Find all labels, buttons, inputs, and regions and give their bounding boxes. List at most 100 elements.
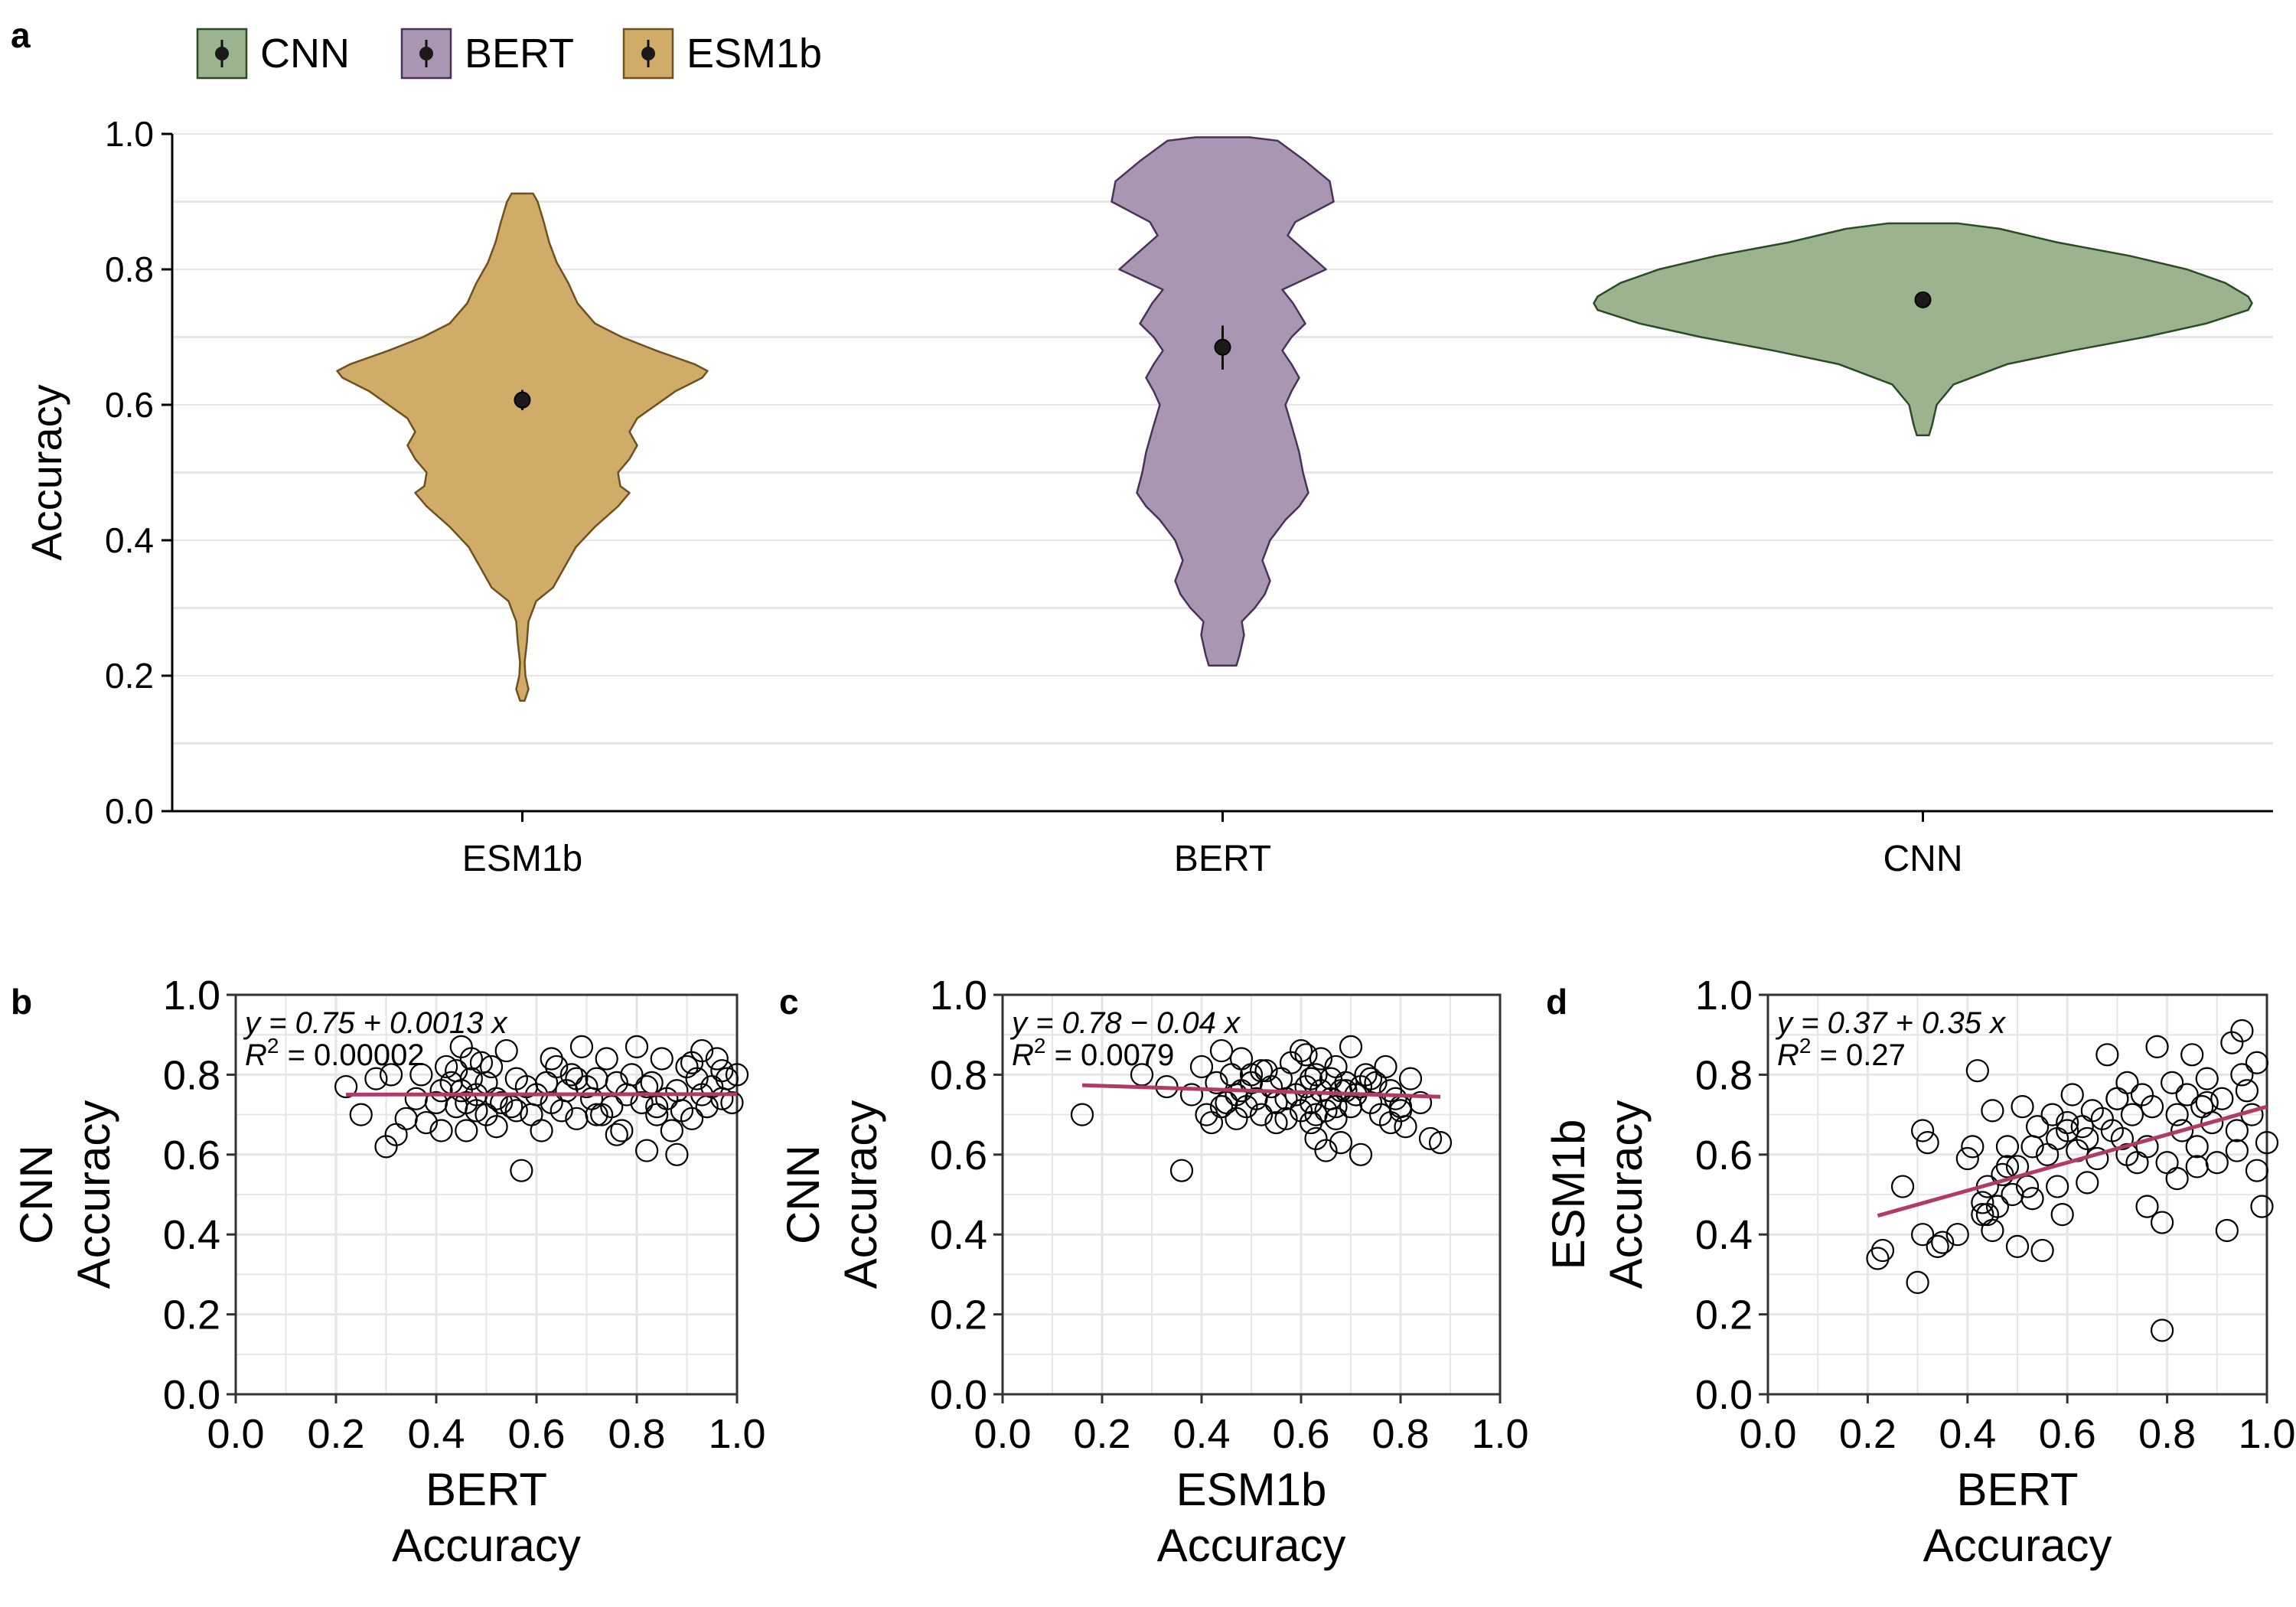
data-point	[1249, 1103, 1274, 1126]
r-squared-label: R2 = 0.0079	[1012, 1034, 1174, 1072]
data-point	[2030, 1238, 2054, 1263]
panel-label-b: b	[11, 982, 32, 1022]
data-point	[710, 1059, 734, 1083]
data-point	[2225, 1119, 2249, 1143]
data-point	[1965, 1059, 1989, 1083]
data-point	[2040, 1103, 2064, 1126]
data-point	[2245, 1051, 2269, 1074]
data-point	[680, 1107, 704, 1130]
data-point	[1254, 1059, 1278, 1083]
r-squared-label: R2 = 0.00002	[245, 1034, 425, 1072]
data-point	[1189, 1054, 1214, 1079]
y-tick-label: 0.2	[930, 1292, 987, 1338]
data-point	[2046, 1175, 2069, 1198]
scatter-chart-bert-vs-esm1b: 0.0 0.2 0.4 0.6 0.8 1.0 0.0 0.2 0.4 0.6 0.8 1.0 BERT…	[1543, 973, 2296, 1571]
data-point	[1428, 1131, 1453, 1155]
data-point	[720, 1090, 744, 1115]
y-axis-title: Accuracy	[22, 384, 70, 560]
mean-point-esm1b	[514, 391, 531, 409]
data-point	[2105, 1087, 2129, 1110]
y-axis-title: ESM1b	[1543, 1120, 1594, 1270]
x-tick-label: 0.0	[974, 1411, 1031, 1457]
data-point	[1926, 1234, 1949, 1258]
y-tick-label: 0.4	[163, 1212, 220, 1258]
x-tick-label: 0.0	[207, 1411, 264, 1457]
data-point	[1866, 1247, 1890, 1270]
x-tick-label: 0.4	[1172, 1411, 1230, 1457]
regression-line	[1877, 1104, 2268, 1218]
data-point	[1229, 1047, 1254, 1071]
regression-equation: y = 0.78 − 0.04 x	[1009, 1006, 1241, 1040]
data-point	[1289, 1038, 1313, 1063]
legend-label-bert: BERT	[465, 31, 574, 77]
data-point	[2180, 1043, 2204, 1067]
data-point	[2060, 1083, 2084, 1107]
x-tick-label: 0.8	[1371, 1411, 1429, 1457]
violin-chart: 0.0 0.2 0.4 0.6 0.8 1.0 ESM1b BERT CNN Accuracy CN…	[22, 28, 2273, 879]
data-point	[349, 1103, 373, 1126]
data-point	[484, 1115, 508, 1139]
panel-label-c: c	[779, 982, 799, 1022]
data-point	[1981, 1218, 2004, 1243]
x-axis-title: BERT	[1957, 1464, 2079, 1515]
data-point	[484, 1087, 508, 1110]
data-point	[1991, 1162, 2014, 1187]
y-tick-label: 1.0	[930, 973, 987, 1019]
data-point	[2076, 1171, 2099, 1195]
legend-label-cnn: CNN	[260, 31, 350, 77]
data-point	[530, 1119, 553, 1143]
data-point	[1906, 1270, 1929, 1294]
data-point	[1985, 1195, 2010, 1218]
data-point	[2120, 1103, 2144, 1126]
data-point	[540, 1047, 563, 1071]
data-point	[2230, 1019, 2254, 1043]
data-point	[2011, 1095, 2034, 1119]
data-point	[2020, 1187, 2044, 1211]
data-point	[459, 1047, 483, 1071]
data-point	[2135, 1135, 2159, 1159]
data-point	[2161, 1071, 2184, 1094]
y-tick-label: 0.2	[1695, 1292, 1753, 1338]
data-point	[2025, 1115, 2050, 1139]
scatter-chart-bert-vs-cnn: 0.0 0.2 0.4 0.6 0.8 1.0 0.0 0.2 0.4 0.6 0.8 1.0 BERT…	[11, 973, 766, 1571]
data-point	[504, 1099, 528, 1123]
data-point	[1225, 1083, 1248, 1107]
data-point	[1911, 1223, 1935, 1247]
y-tick-label: 0.4	[1695, 1212, 1753, 1258]
violin-cnn	[1593, 222, 2253, 437]
data-point	[1374, 1054, 1397, 1079]
x-axis-subtitle: Accuracy	[1923, 1520, 2112, 1571]
y-axis-title: CNN	[11, 1145, 62, 1244]
data-point	[1916, 1131, 1939, 1155]
y-tick-label: 0.4	[105, 520, 154, 560]
y-axis-subtitle: Accuracy	[1600, 1100, 1652, 1289]
data-point	[2150, 1319, 2174, 1342]
data-point	[1398, 1067, 1423, 1090]
data-point	[1329, 1131, 1353, 1155]
data-point	[2070, 1115, 2094, 1139]
panel-label-a: a	[11, 15, 31, 55]
data-point	[2005, 1234, 2030, 1258]
data-point	[634, 1139, 659, 1162]
data-point	[2185, 1155, 2209, 1178]
data-point	[1394, 1115, 1417, 1139]
y-tick-label: 1.0	[163, 973, 220, 1019]
y-tick-label: 0.0	[930, 1372, 987, 1418]
y-tick-label: 0.4	[930, 1212, 987, 1258]
data-point	[1995, 1135, 2020, 1159]
data-point	[705, 1047, 729, 1071]
data-point	[2185, 1135, 2209, 1159]
data-point	[1339, 1035, 1363, 1058]
x-axis-title: ESM1b	[1176, 1464, 1327, 1515]
x-tick-label: 0.4	[1939, 1411, 1996, 1457]
data-point	[1169, 1159, 1194, 1182]
data-point	[2165, 1103, 2189, 1126]
data-point	[2255, 1131, 2279, 1155]
y-tick-label: 0.2	[163, 1292, 220, 1338]
data-point	[1209, 1095, 1234, 1119]
regression-equation: y = 0.37 + 0.35 x	[1775, 1006, 2007, 1040]
data-point	[2140, 1095, 2164, 1119]
data-point	[394, 1107, 418, 1130]
data-point	[510, 1159, 533, 1182]
